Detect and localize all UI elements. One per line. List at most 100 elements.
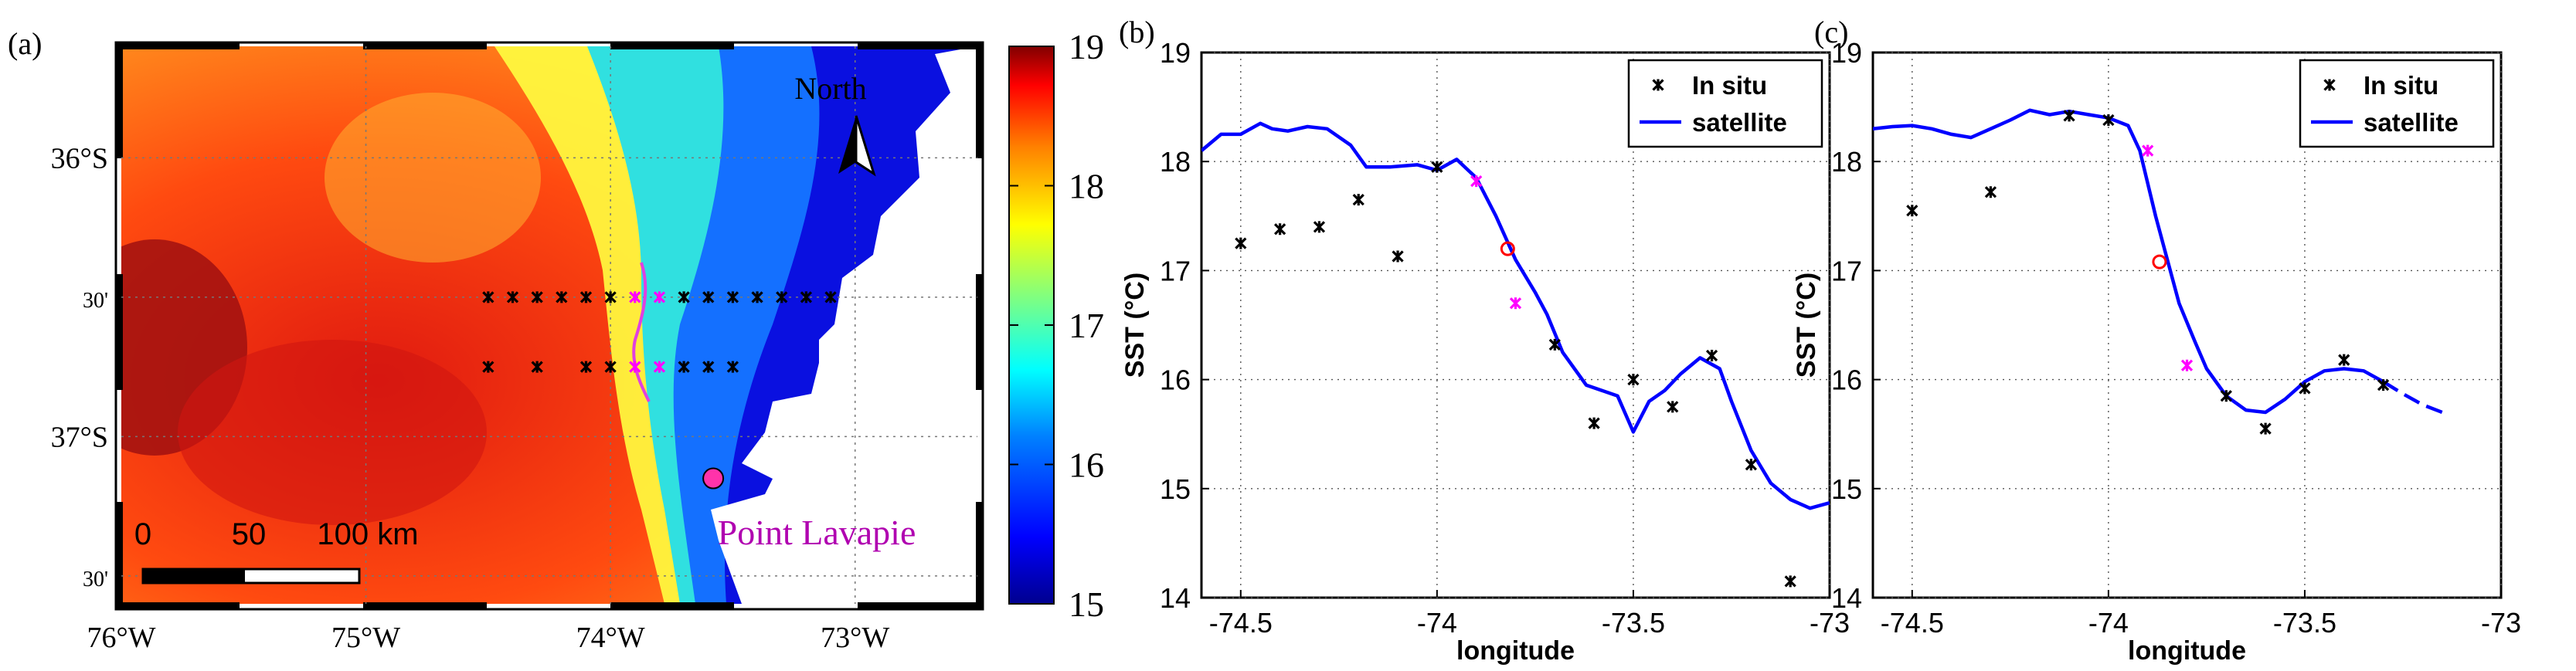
x-tick-label-3: -73 bbox=[1810, 607, 1850, 639]
in-situ-point bbox=[1313, 221, 1326, 233]
station-marker bbox=[702, 361, 715, 373]
station-marker bbox=[506, 291, 519, 303]
colorbar-tick-1: 16 bbox=[1069, 446, 1104, 485]
in-situ-point bbox=[1352, 193, 1364, 206]
north-label: North bbox=[794, 71, 866, 106]
chart-c: -74.5 -74 -73.5 -73141516171819longitudeSST… bbox=[1792, 37, 2521, 666]
x-tick-label-2: -73.5 bbox=[2273, 607, 2336, 639]
legend: In situ satellite bbox=[1627, 59, 1823, 148]
in-situ-point bbox=[1548, 338, 1561, 351]
map-y-tick-1: 30' bbox=[83, 289, 108, 313]
satellite-line-dashed bbox=[2382, 380, 2443, 415]
in-situ-point bbox=[2102, 114, 2115, 127]
x-axis-label: longitude bbox=[2128, 636, 2246, 666]
legend-satellite-label: satellite bbox=[2364, 108, 2459, 137]
in-situ-point bbox=[2299, 382, 2311, 395]
in-situ-point bbox=[1906, 205, 1918, 217]
in-situ-point bbox=[2338, 354, 2350, 366]
y-axis-label: SST (°C) bbox=[1792, 273, 1821, 378]
in-situ-point bbox=[2259, 422, 2272, 435]
legend-box bbox=[2299, 59, 2495, 148]
map-y-tick-0: 36°S bbox=[51, 142, 108, 175]
panel-label-a: (a) bbox=[8, 26, 42, 61]
station-marker bbox=[726, 361, 739, 373]
colorbar-tick-2: 17 bbox=[1069, 306, 1104, 345]
in-situ-point bbox=[2142, 144, 2154, 157]
sst-map bbox=[121, 46, 977, 604]
station-marker bbox=[751, 291, 763, 303]
satellite-line bbox=[1873, 108, 2384, 415]
station-marker bbox=[629, 291, 641, 303]
panel-label-c: (c) bbox=[1814, 15, 1848, 49]
y-tick-label-1: 15 bbox=[1160, 473, 1191, 505]
in-situ-point bbox=[1273, 223, 1286, 236]
map-x-tick-3: 73°W bbox=[821, 622, 889, 654]
station-marker bbox=[604, 291, 617, 303]
in-situ-point bbox=[1627, 373, 1640, 386]
plot-series bbox=[1873, 108, 2443, 435]
chart-b: -74.5 -74 -73.5 -73 14 15 16 17 18 19 longitude SST… bbox=[1120, 37, 1850, 666]
map-frame bbox=[114, 41, 984, 611]
map-frame-stripes bbox=[116, 42, 983, 609]
y-tick-label-1: 15 bbox=[1831, 473, 1862, 505]
scale-tick-100: 100 km bbox=[317, 517, 418, 551]
colorbar-tick-0: 15 bbox=[1069, 585, 1104, 624]
station-marker bbox=[653, 361, 666, 373]
colorbar-tick-3: 18 bbox=[1069, 167, 1104, 206]
in-situ-point bbox=[1745, 459, 1758, 471]
in-situ-point bbox=[2063, 110, 2075, 122]
scale-bar: 0 50 100 km bbox=[134, 517, 419, 585]
y-tick-label-3: 17 bbox=[1160, 255, 1191, 286]
satellite-line bbox=[1201, 121, 1830, 510]
y-axis-label: SST (°C) bbox=[1120, 273, 1150, 378]
station-marker bbox=[824, 291, 837, 303]
in-situ-point bbox=[2220, 390, 2232, 402]
station-marker bbox=[531, 291, 543, 303]
station-markers bbox=[482, 291, 837, 373]
map-y-tick-3: 30' bbox=[83, 568, 108, 591]
in-situ-point bbox=[1984, 186, 1997, 198]
in-situ-point bbox=[1392, 250, 1404, 263]
in-situ-point bbox=[1470, 175, 1483, 188]
y-tick-label-0: 14 bbox=[1831, 582, 1862, 614]
station-marker bbox=[629, 361, 641, 373]
plot-series bbox=[1201, 121, 1830, 588]
legend-in-situ-marker bbox=[1652, 79, 1664, 91]
point-lavapie-marker bbox=[702, 467, 725, 490]
north-arrow-icon bbox=[838, 115, 876, 177]
colorbar: 15 16 17 18 19 bbox=[1008, 27, 1104, 624]
in-situ-point bbox=[1784, 575, 1796, 588]
y-tick-label-2: 16 bbox=[1831, 364, 1862, 396]
legend-in-situ-label: In situ bbox=[2364, 71, 2438, 100]
y-tick-label-4: 18 bbox=[1831, 146, 1862, 178]
x-tick-label-3: -73 bbox=[2481, 607, 2521, 639]
map-grid bbox=[121, 46, 977, 604]
in-situ-point bbox=[1431, 161, 1443, 173]
legend: In situ satellite bbox=[2299, 59, 2495, 148]
station-marker bbox=[604, 361, 617, 373]
y-tick-label-3: 17 bbox=[1831, 255, 1862, 286]
station-marker bbox=[678, 291, 690, 303]
station-marker bbox=[800, 291, 813, 303]
station-marker bbox=[556, 291, 568, 303]
scale-tick-50: 50 bbox=[232, 517, 267, 551]
station-marker bbox=[776, 291, 788, 303]
station-marker bbox=[653, 291, 666, 303]
front-marker bbox=[2152, 254, 2167, 269]
in-situ-point bbox=[1235, 237, 1247, 249]
scale-tick-0: 0 bbox=[134, 517, 151, 551]
y-tick-label-5: 19 bbox=[1160, 37, 1191, 69]
legend-in-situ-label: In situ bbox=[1692, 71, 1767, 100]
station-marker bbox=[579, 361, 593, 373]
station-marker bbox=[482, 361, 494, 373]
x-tick-label-1: -74 bbox=[1417, 607, 1457, 639]
x-tick-label-0: -74.5 bbox=[1881, 607, 1944, 639]
panel-label-b: (b) bbox=[1119, 15, 1155, 49]
colorbar-tick-4: 19 bbox=[1069, 27, 1104, 66]
map-x-tick-0: 76°W bbox=[87, 622, 155, 654]
legend-box bbox=[1627, 59, 1823, 148]
y-tick-label-5: 19 bbox=[1831, 37, 1862, 69]
x-tick-label-0: -74.5 bbox=[1209, 607, 1273, 639]
y-tick-label-2: 16 bbox=[1160, 364, 1191, 396]
